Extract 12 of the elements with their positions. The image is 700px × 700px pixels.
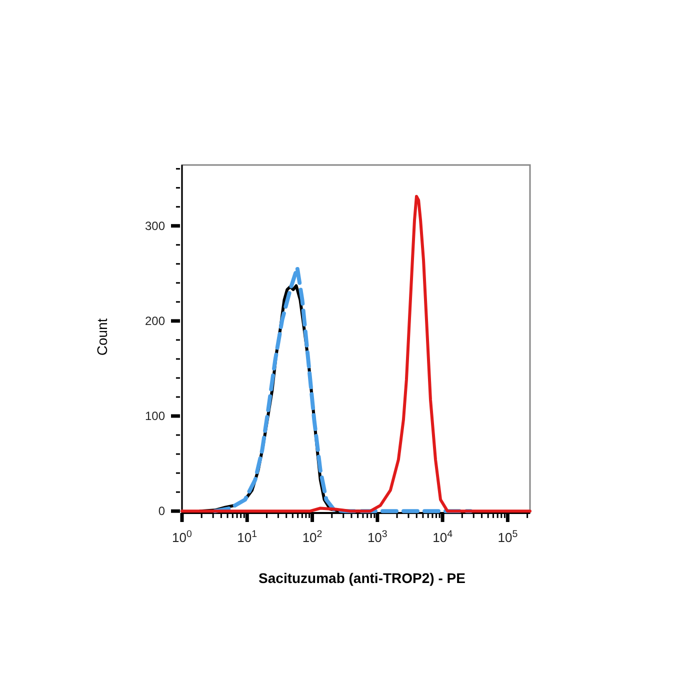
y-tick-label: 200 [144, 314, 166, 328]
x-tick-label: 10$^{5}$ [498, 528, 518, 545]
x-tick-label: 10$^{0}$ [172, 528, 193, 545]
y-tick-label: 0 [158, 504, 166, 518]
x-tick-label: 10$^{3}$ [367, 528, 388, 545]
x-axis-title: Sacituzumab (anti-TROP2) - PE [258, 570, 466, 586]
y-axis-title: Count [94, 318, 110, 356]
y-tick-label: 100 [144, 409, 166, 424]
y-tick-label: 300 [144, 218, 166, 233]
x-tick-label: 10$^{2}$ [302, 528, 322, 545]
x-tick-label: 10$^{1}$ [237, 528, 258, 545]
x-tick-label: 10$^{4}$ [432, 528, 454, 545]
